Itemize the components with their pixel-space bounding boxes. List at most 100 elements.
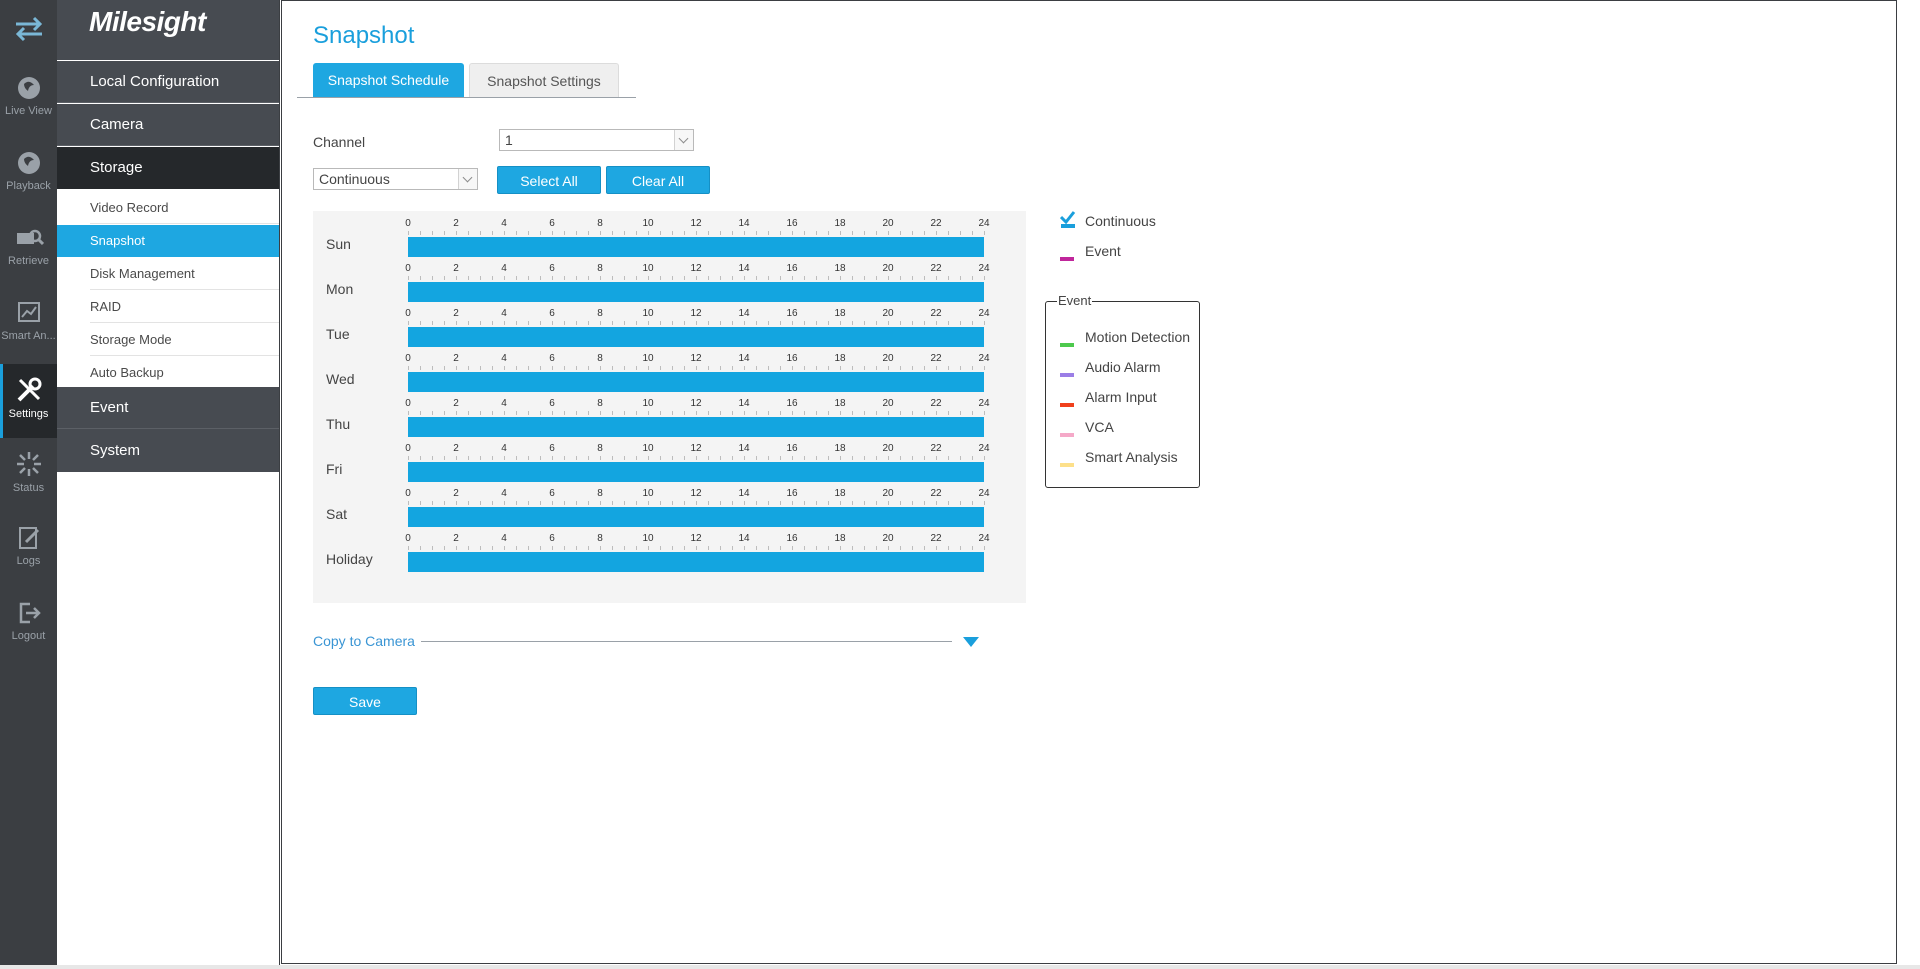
half-hour-tick <box>528 546 529 550</box>
menu-item-snapshot[interactable]: Snapshot <box>57 225 279 257</box>
half-hour-tick <box>924 456 925 460</box>
half-hour-tick <box>744 366 745 370</box>
rail-item-live-view[interactable]: Live View <box>0 75 57 149</box>
menu-section-camera[interactable]: Camera <box>57 104 279 146</box>
hour-tick-label: 24 <box>978 218 990 229</box>
clear-all-button[interactable]: Clear All <box>606 166 710 194</box>
rail-item-logs[interactable]: Logs <box>0 525 57 599</box>
schedule-row[interactable]: Fri 0 2 4 6 8 10 12 14 16 18 20 22 24 <box>313 436 1026 482</box>
schedule-row[interactable]: Tue 0 2 4 6 8 10 12 14 16 18 20 22 24 <box>313 301 1026 347</box>
half-hour-tick <box>516 366 517 370</box>
alarm-input-label: Alarm Input <box>1085 389 1157 405</box>
rail-item-retrieve[interactable]: Retrieve <box>0 225 57 299</box>
schedule-bar[interactable] <box>408 462 984 482</box>
main-panel: Snapshot Snapshot Schedule Snapshot Sett… <box>281 0 1897 964</box>
menu-item-raid[interactable]: RAID <box>90 291 279 323</box>
hour-tick-label: 6 <box>549 353 555 364</box>
half-hour-tick <box>828 276 829 280</box>
schedule-bar[interactable] <box>408 417 984 437</box>
half-hour-tick <box>864 501 865 505</box>
half-hour-tick <box>672 276 673 280</box>
half-hour-tick <box>456 501 457 505</box>
half-hour-tick <box>816 456 817 460</box>
schedule-row[interactable]: Mon 0 2 4 6 8 10 12 14 16 18 20 22 24 <box>313 256 1026 302</box>
half-hour-tick <box>552 276 553 280</box>
half-hour-tick <box>648 411 649 415</box>
half-hour-tick <box>936 546 937 550</box>
schedule-row[interactable]: Sat 0 2 4 6 8 10 12 14 16 18 20 22 24 <box>313 481 1026 527</box>
copy-to-camera-toggle[interactable]: Copy to Camera <box>313 633 415 649</box>
rail-item-smart-analysis[interactable]: Smart An... <box>0 300 57 374</box>
audio-alarm-swatch <box>1060 373 1074 377</box>
half-hour-tick <box>816 321 817 325</box>
hour-tick-label: 0 <box>405 218 411 229</box>
rail-label-retrieve: Retrieve <box>8 255 49 267</box>
schedule-bar[interactable] <box>408 327 984 347</box>
half-hour-tick <box>576 366 577 370</box>
menu-item-video-record[interactable]: Video Record <box>90 192 279 224</box>
half-hour-tick <box>528 501 529 505</box>
half-hour-tick <box>948 456 949 460</box>
mode-select[interactable]: Continuous <box>313 168 478 190</box>
hour-tick-label: 20 <box>882 263 894 274</box>
half-hour-tick <box>468 411 469 415</box>
half-hour-tick <box>756 546 757 550</box>
schedule-row[interactable]: Thu 0 2 4 6 8 10 12 14 16 18 20 22 24 <box>313 391 1026 437</box>
tab-snapshot-schedule[interactable]: Snapshot Schedule <box>313 63 464 98</box>
schedule-bar[interactable] <box>408 237 984 257</box>
half-hour-tick <box>684 276 685 280</box>
half-hour-tick <box>876 501 877 505</box>
switch-button[interactable] <box>0 14 57 64</box>
logs-pencil-icon <box>0 525 57 551</box>
rail-item-settings[interactable]: Settings <box>0 364 57 438</box>
schedule-bar[interactable] <box>408 507 984 527</box>
half-hour-tick <box>504 456 505 460</box>
save-button[interactable]: Save <box>313 687 417 715</box>
half-hour-tick <box>948 546 949 550</box>
rail-item-playback[interactable]: Playback <box>0 150 57 224</box>
half-hour-tick <box>528 231 529 235</box>
menu-section-system[interactable]: System <box>57 430 279 472</box>
half-hour-tick <box>852 276 853 280</box>
schedule-bar[interactable] <box>408 372 984 392</box>
menu-section-local-configuration[interactable]: Local Configuration <box>57 61 279 103</box>
expand-triangle-icon[interactable] <box>963 637 979 647</box>
menu-item-disk-management[interactable]: Disk Management <box>90 258 279 290</box>
half-hour-tick <box>648 276 649 280</box>
hour-tick-label: 10 <box>642 398 654 409</box>
menu-section-storage[interactable]: Storage <box>57 147 279 189</box>
menu-section-event[interactable]: Event <box>57 387 279 429</box>
tab-snapshot-settings[interactable]: Snapshot Settings <box>469 63 619 98</box>
day-label: Thu <box>326 416 351 432</box>
menu-item-storage-mode[interactable]: Storage Mode <box>90 324 279 356</box>
channel-select[interactable]: 1 <box>499 129 694 151</box>
menu-item-auto-backup[interactable]: Auto Backup <box>90 357 279 389</box>
half-hour-tick <box>564 231 565 235</box>
half-hour-tick <box>840 456 841 460</box>
hour-tick-label: 0 <box>405 533 411 544</box>
half-hour-tick <box>684 366 685 370</box>
schedule-row[interactable]: Sun 0 2 4 6 8 10 12 14 16 18 20 22 24 <box>313 211 1026 257</box>
rail-label-status: Status <box>12 482 45 494</box>
rail-item-logout[interactable]: Logout <box>0 600 57 674</box>
hour-tick-label: 4 <box>501 218 507 229</box>
rail-item-status[interactable]: Status <box>0 450 57 524</box>
half-hour-tick <box>504 276 505 280</box>
half-hour-tick <box>852 546 853 550</box>
hour-tick-label: 20 <box>882 308 894 319</box>
half-hour-tick <box>732 366 733 370</box>
half-hour-tick <box>924 276 925 280</box>
hour-tick-label: 20 <box>882 488 894 499</box>
schedule-row[interactable]: Wed 0 2 4 6 8 10 12 14 16 18 20 22 24 <box>313 346 1026 392</box>
half-hour-tick <box>876 231 877 235</box>
select-all-button[interactable]: Select All <box>497 166 601 194</box>
schedule-bar[interactable] <box>408 282 984 302</box>
half-hour-tick <box>876 321 877 325</box>
half-hour-tick <box>900 456 901 460</box>
half-hour-tick <box>468 231 469 235</box>
schedule-bar[interactable] <box>408 552 984 572</box>
schedule-row[interactable]: Holiday 0 2 4 6 8 10 12 14 16 18 20 22 24 <box>313 526 1026 572</box>
half-hour-tick <box>636 501 637 505</box>
rail-label-logout: Logout <box>11 630 46 642</box>
half-hour-tick <box>840 501 841 505</box>
